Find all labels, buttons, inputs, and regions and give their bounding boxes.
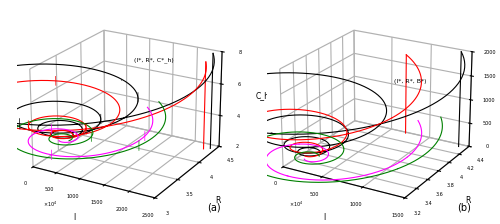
Y-axis label: R: R: [465, 196, 470, 205]
X-axis label: I: I: [324, 213, 326, 222]
Text: (a): (a): [206, 203, 220, 213]
Text: $\times10^4$: $\times10^4$: [44, 200, 58, 209]
X-axis label: I: I: [74, 213, 76, 222]
Y-axis label: R: R: [215, 196, 220, 205]
Text: $\times10^4$: $\times10^4$: [289, 200, 303, 209]
Text: (b): (b): [456, 203, 470, 213]
